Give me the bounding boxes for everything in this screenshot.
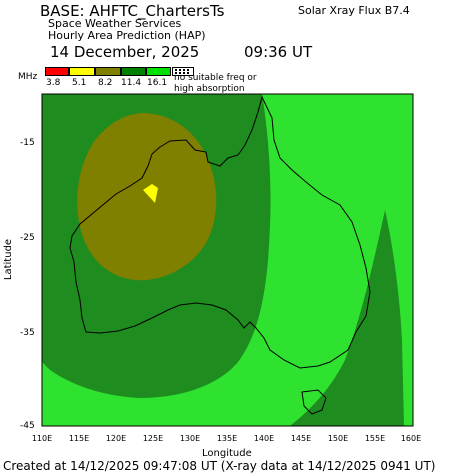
date-label: 14 December, 2025 bbox=[50, 43, 200, 61]
y-tick: -25 bbox=[20, 233, 35, 243]
legend-swatch-5-1 bbox=[69, 67, 95, 76]
zone-olive bbox=[77, 113, 217, 281]
legend-label-5-1: 5.1 bbox=[72, 78, 87, 88]
legend-label-8-2: 8.2 bbox=[98, 78, 113, 88]
legend-swatch-11-4 bbox=[121, 67, 146, 76]
solar-flux-readout: Solar Xray Flux B7.4 bbox=[298, 4, 410, 17]
plot-frame bbox=[41, 93, 414, 427]
coastline-tasmania bbox=[301, 389, 327, 415]
legend-swatch-3-8 bbox=[45, 67, 69, 76]
legend-swatch-8-2 bbox=[95, 67, 121, 76]
no-freq-label-line2: high absorption bbox=[174, 84, 245, 94]
x-tick: 115E bbox=[68, 434, 90, 443]
x-tick: 155E bbox=[364, 434, 386, 443]
y-tick: -15 bbox=[20, 138, 35, 148]
legend-label-16-1: 16.1 bbox=[147, 78, 168, 88]
y-tick: -35 bbox=[20, 328, 35, 338]
x-tick: 120E bbox=[105, 434, 127, 443]
y-tick: -45 bbox=[20, 421, 35, 431]
coastline-australia bbox=[69, 95, 371, 369]
footer-created: Created at 14/12/2025 09:47:08 UT (X-ray… bbox=[3, 459, 436, 473]
legend-label-11-4: 11.4 bbox=[121, 78, 142, 88]
x-tick: 160E bbox=[400, 434, 422, 443]
no-freq-label-line1: no suitable freq or bbox=[174, 73, 257, 83]
subtitle-product: Hourly Area Prediction (HAP) bbox=[48, 29, 206, 42]
x-tick: 135E bbox=[216, 434, 238, 443]
zone-yellow bbox=[143, 184, 158, 203]
legend-swatch-16-1 bbox=[146, 67, 171, 76]
x-tick: 145E bbox=[290, 434, 312, 443]
legend-unit: MHz bbox=[18, 72, 38, 82]
x-tick: 110E bbox=[31, 434, 53, 443]
no-freq-swatch bbox=[172, 67, 194, 76]
x-tick: 140E bbox=[253, 434, 275, 443]
subtitle-agency: Space Weather Services bbox=[48, 17, 182, 30]
chart-title: BASE: AHFTC_ChartersTs bbox=[40, 2, 225, 20]
legend-label-3-8: 3.8 bbox=[46, 78, 61, 88]
time-label: 09:36 UT bbox=[244, 43, 313, 61]
y-axis-label: Latitude bbox=[3, 238, 15, 281]
zone-dark-green-east bbox=[290, 210, 404, 426]
x-axis-label: Longitude bbox=[202, 448, 252, 459]
x-tick: 125E bbox=[142, 434, 164, 443]
x-tick: 150E bbox=[327, 434, 349, 443]
x-tick: 130E bbox=[179, 434, 201, 443]
